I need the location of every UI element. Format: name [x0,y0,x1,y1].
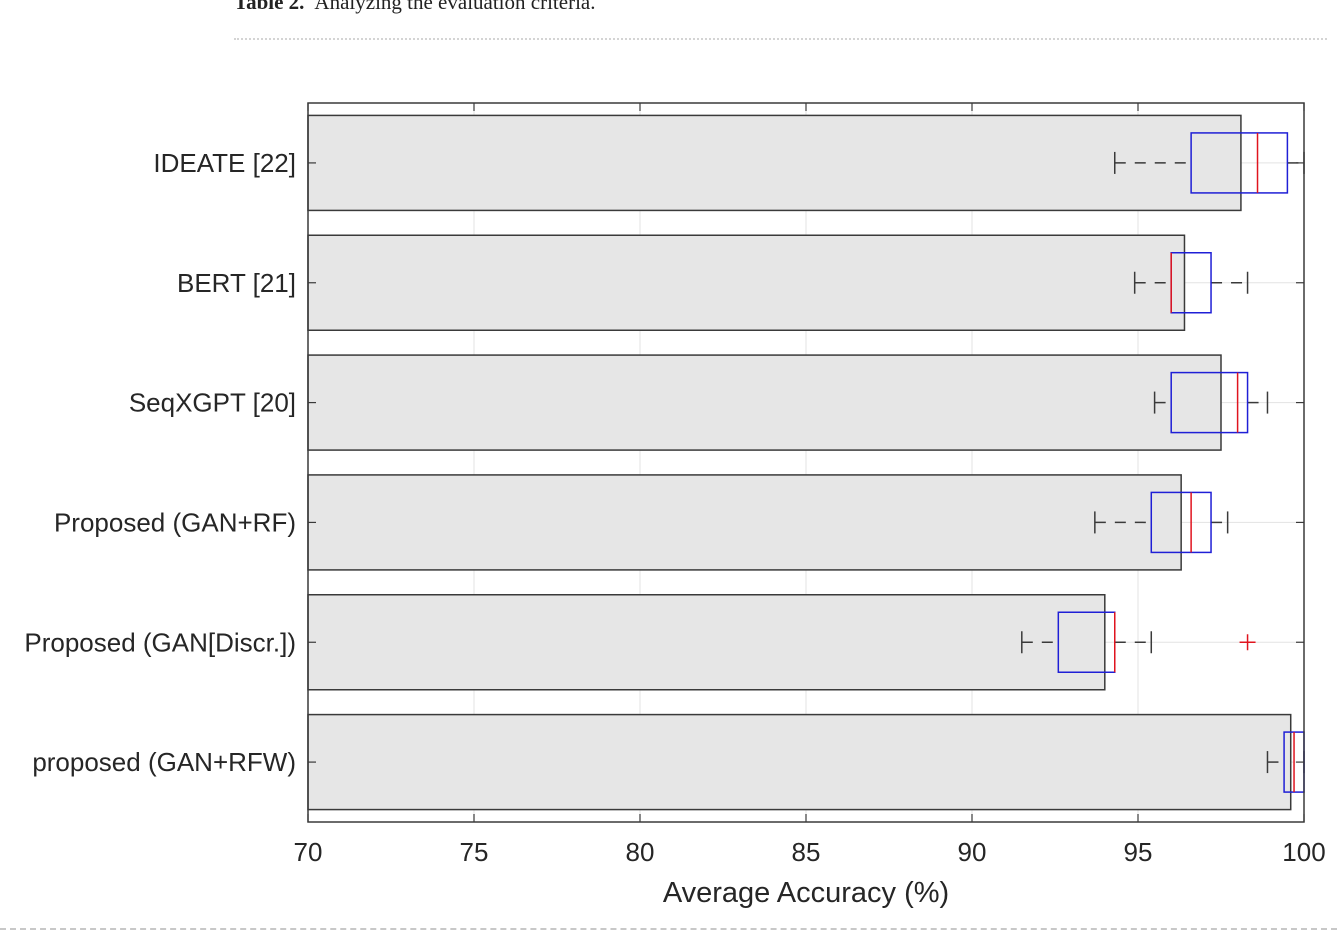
caption-text: Analyzing the evaluation criteria. [314,0,596,14]
category-label: IDEATE [22] [153,148,296,178]
axis-ticks: 70 75 80 85 90 95 100 [294,103,1326,867]
category-label: Proposed (GAN[Discr.]) [24,627,296,657]
bar [307,713,1292,811]
x-tick-label: 95 [1124,837,1153,867]
box-iqr [1150,491,1212,554]
x-tick-label: 75 [460,837,489,867]
x-tick-label: 90 [958,837,987,867]
box-iqr [1170,371,1249,434]
box-iqr [1190,132,1289,194]
x-tick-label: 85 [792,837,821,867]
boxplots [1021,132,1305,793]
caption-divider [234,38,1327,40]
category-label: BERT [21] [177,268,296,298]
category-label: Proposed (GAN+RF) [54,507,296,537]
bar [307,234,1186,331]
bar [307,474,1182,571]
caption-label: Table 2. [234,0,305,14]
bar [307,114,1242,212]
category-label: proposed (GAN+RFW) [32,747,296,777]
bars [307,114,1292,811]
page-divider [0,928,1337,930]
x-tick-label: 80 [626,837,655,867]
table-caption: Table 2. Analyzing the evaluation criteri… [234,0,595,15]
bar [307,354,1222,451]
category-label: SeqXGPT [20] [129,388,296,418]
x-tick-label: 70 [294,837,323,867]
category-labels: IDEATE [22] BERT [21] SeqXGPT [20] Proposed… [24,148,296,777]
x-tick-label: 100 [1282,837,1325,867]
x-axis-title: Average Accuracy (%) [663,877,949,909]
bar [307,594,1106,691]
